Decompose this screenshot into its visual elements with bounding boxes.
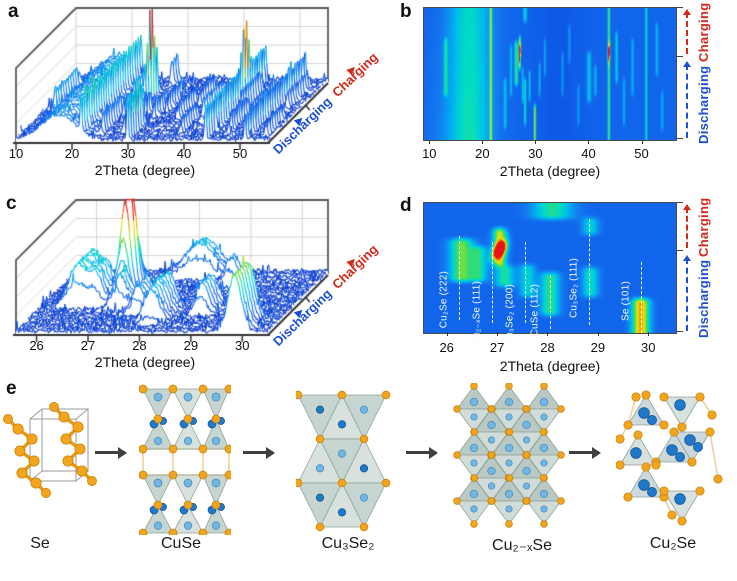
panel-c-x-ticks: 26 27 28 29 30 xyxy=(0,338,372,353)
panel-d-discharging-label: Discharging xyxy=(696,259,711,338)
cu3se2-structure xyxy=(296,390,391,532)
panel-b-right-tick-split xyxy=(677,56,683,57)
panel-b-right-tick-top xyxy=(677,7,683,8)
x-tick-mark xyxy=(588,140,590,144)
panel-d-right-tick-bottom xyxy=(677,331,683,332)
panel-d-label: d xyxy=(400,195,412,216)
panel-b-discharging-label: Discharging xyxy=(696,65,711,144)
x-tick-label: 27 xyxy=(80,338,96,353)
panel-d-right-tick-top xyxy=(677,202,683,203)
cu2se-structure-label: Cu₂Se xyxy=(649,535,697,552)
x-tick-label: 26 xyxy=(439,340,454,355)
x-tick-mark xyxy=(641,140,643,144)
panel-b-charging-label: Charging xyxy=(696,2,711,62)
x-tick-label: 50 xyxy=(232,146,248,161)
panel-d-heatmap-canvas xyxy=(424,203,676,333)
panel-a-x-axis-label: 2Theta (degree) xyxy=(94,162,196,178)
x-tick-mark xyxy=(482,140,484,144)
panel-d-charging-label: Charging xyxy=(696,197,711,257)
panel-b-x-axis-label: 2Theta (degree) xyxy=(499,163,601,179)
panel-c-waterfall-canvas xyxy=(0,192,372,352)
x-tick-label: 10 xyxy=(8,146,24,161)
x-tick-label: 10 xyxy=(422,146,437,161)
x-tick-label: 30 xyxy=(641,340,656,355)
x-tick-label: 50 xyxy=(634,146,649,161)
cu2xse-structure xyxy=(453,383,565,528)
x-tick-mark xyxy=(429,140,431,144)
panel-b-discharging-arrow-icon xyxy=(683,61,691,138)
x-tick-label: 26 xyxy=(29,338,44,353)
transition-arrow-icon xyxy=(243,446,275,459)
x-tick-label: 20 xyxy=(475,146,490,161)
cuse-structure-label: CuSe xyxy=(160,535,202,552)
se-structure xyxy=(3,402,97,498)
x-tick-mark xyxy=(648,332,650,336)
x-tick-label: 30 xyxy=(235,338,250,353)
panel-d-x-ticks: 26 27 28 29 30 xyxy=(380,340,737,355)
transition-arrow-icon xyxy=(406,446,438,459)
panel-d-discharging-arrow-icon xyxy=(683,255,691,331)
x-tick-mark xyxy=(446,332,448,336)
panel-d-right-tick-split xyxy=(677,250,683,251)
panel-d-x-axis-label: 2Theta (degree) xyxy=(499,358,601,374)
x-tick-label: 30 xyxy=(528,146,543,161)
transition-arrow-icon xyxy=(95,446,127,459)
panel-b-label: b xyxy=(400,1,412,22)
x-tick-mark xyxy=(547,332,549,336)
panel-b-heatmap-canvas xyxy=(424,8,676,140)
panel-e-label: e xyxy=(6,378,17,399)
transition-arrow-icon xyxy=(569,446,601,459)
x-tick-label: 40 xyxy=(581,146,596,161)
panel-a-waterfall-canvas xyxy=(0,0,372,160)
x-tick-mark xyxy=(497,332,499,336)
x-tick-mark xyxy=(535,140,537,144)
panel-d-charging-arrow-icon xyxy=(683,204,691,248)
panel-b-x-ticks: 10 20 30 40 50 xyxy=(380,146,737,161)
cu3se2-structure-label: Cu₃Se₂ xyxy=(321,535,375,552)
cuse-structure xyxy=(139,384,231,535)
x-tick-label: 29 xyxy=(590,340,606,355)
cu2se-structure xyxy=(616,390,723,526)
se-structure-label: Se xyxy=(30,535,50,552)
x-tick-label: 30 xyxy=(120,146,136,161)
x-tick-label: 28 xyxy=(132,338,147,353)
cu2xse-structure-label: Cu₂₋ₓSe xyxy=(492,537,552,554)
panel-e: e Se CuSe Cu₃Se₂ Cu₂₋ₓSe Cu₂Se xyxy=(0,375,737,581)
x-tick-label: 28 xyxy=(540,340,555,355)
panel-b-charging-arrow-icon xyxy=(683,9,691,54)
panel-d: d Cu₂Se (222) Cu₂₋ₓSe (111) Cu₃Se₂ (200) Cu… xyxy=(380,190,737,381)
x-tick-label: 20 xyxy=(64,146,80,161)
panel-c-x-axis-label: 2Theta (degree) xyxy=(94,354,196,370)
panel-b-right-tick-bottom xyxy=(677,138,683,139)
x-tick-label: 29 xyxy=(183,338,199,353)
x-tick-label: 27 xyxy=(489,340,505,355)
panel-b: b Charging Discharging 10 20 30 40 50 2Theta… xyxy=(380,0,737,190)
x-tick-label: 40 xyxy=(176,146,192,161)
panel-a-x-ticks: 10 20 30 40 50 xyxy=(0,146,372,161)
x-tick-mark xyxy=(597,332,599,336)
